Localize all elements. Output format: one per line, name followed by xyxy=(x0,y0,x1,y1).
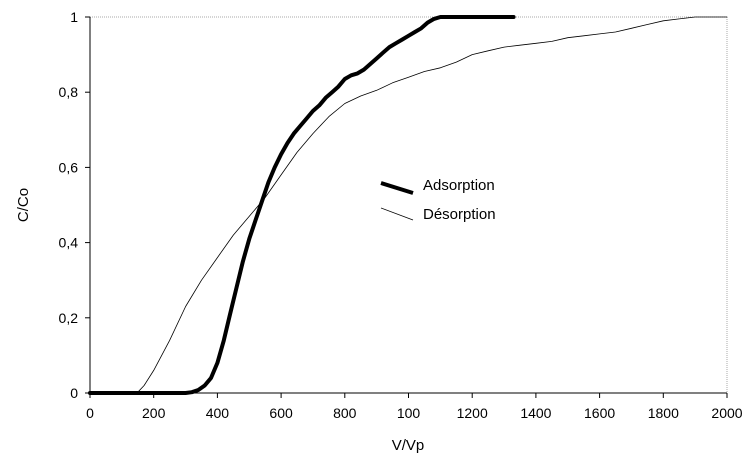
x-tick-label: 1600 xyxy=(584,405,615,421)
y-tick-label: 0,2 xyxy=(59,310,79,326)
x-tick-label: 1200 xyxy=(457,405,488,421)
y-tick-label: 0 xyxy=(70,385,78,401)
plot-area xyxy=(89,16,728,394)
legend-item-desorption: Désorption xyxy=(380,206,496,223)
x-tick-label: 200 xyxy=(142,405,166,421)
x-axis-title: V/Vp xyxy=(392,437,425,454)
legend-item-adsorption: Adsorption xyxy=(380,177,495,195)
x-tick-label: 100 xyxy=(397,405,421,421)
x-tick-label: 1400 xyxy=(520,405,551,421)
x-tick-label: 400 xyxy=(206,405,230,421)
y-tick-label: 1 xyxy=(70,9,78,25)
y-tick-label: 0,4 xyxy=(59,235,79,251)
series-layer xyxy=(88,15,728,395)
x-tick-label: 800 xyxy=(333,405,357,421)
y-axis-title: C/Co xyxy=(15,188,32,222)
legend-label-adsorption: Adsorption xyxy=(423,177,495,194)
y-tick-label: 0,8 xyxy=(59,84,79,100)
x-tick-label: 600 xyxy=(269,405,293,421)
legend-swatch-adsorption xyxy=(380,181,414,195)
x-axis-ticks: 0 200 400 600 800 100 1200 1400 1600 1800 2000 xyxy=(86,393,743,421)
legend-swatch-desorption xyxy=(380,207,414,221)
series-line-adsorption xyxy=(88,15,516,395)
x-tick-label: 2000 xyxy=(711,405,742,421)
y-axis-ticks: 0 0,2 0,4 0,6 0,8 1 xyxy=(59,9,90,401)
x-tick-label: 1800 xyxy=(648,405,679,421)
series-line-desorption xyxy=(89,16,728,394)
legend-label-desorption: Désorption xyxy=(423,206,496,223)
x-tick-label: 0 xyxy=(86,405,94,421)
y-tick-label: 0,6 xyxy=(59,159,79,175)
legend: Adsorption Désorption xyxy=(380,177,496,223)
